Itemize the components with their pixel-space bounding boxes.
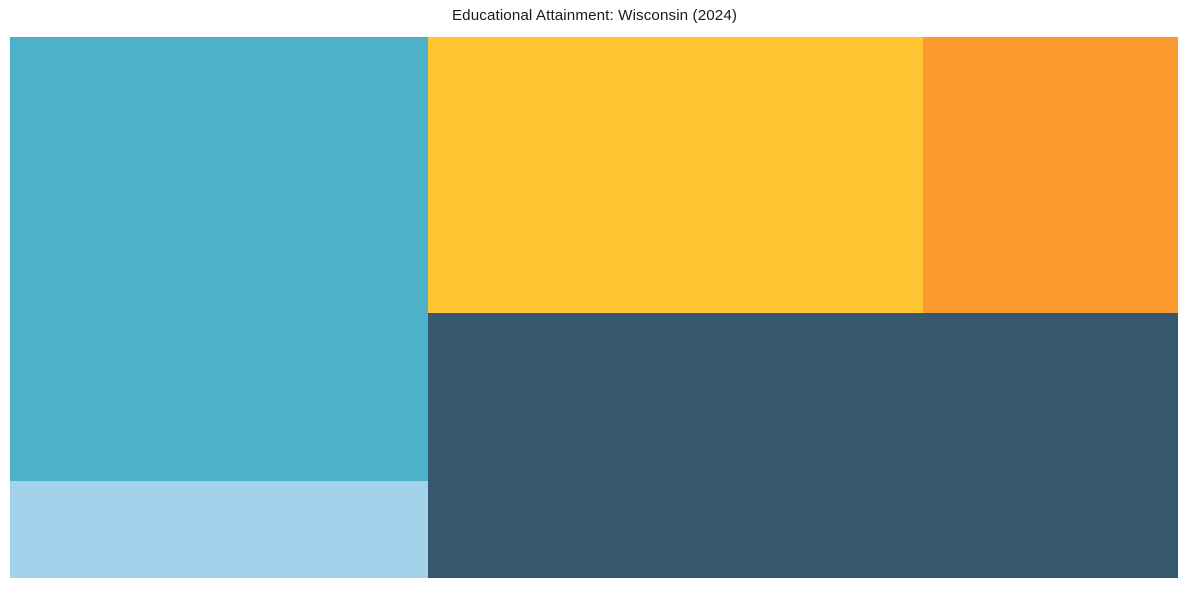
tile-less-than-high-school[interactable]: Less than high school xyxy=(10,481,428,578)
treemap-plot-area: Some college or associate degreeHigh sch… xyxy=(10,37,1178,578)
tile-high-school-graduate[interactable]: High school graduate xyxy=(10,37,428,481)
tile-some-college[interactable]: Some college or associate degree xyxy=(428,313,1178,578)
page-title: Educational Attainment: Wisconsin (2024) xyxy=(451,7,738,24)
tile-graduate-degree[interactable]: Graduate or professional degree xyxy=(923,37,1178,313)
tile-bachelors-degree[interactable]: Bachelor's degree xyxy=(428,37,923,313)
